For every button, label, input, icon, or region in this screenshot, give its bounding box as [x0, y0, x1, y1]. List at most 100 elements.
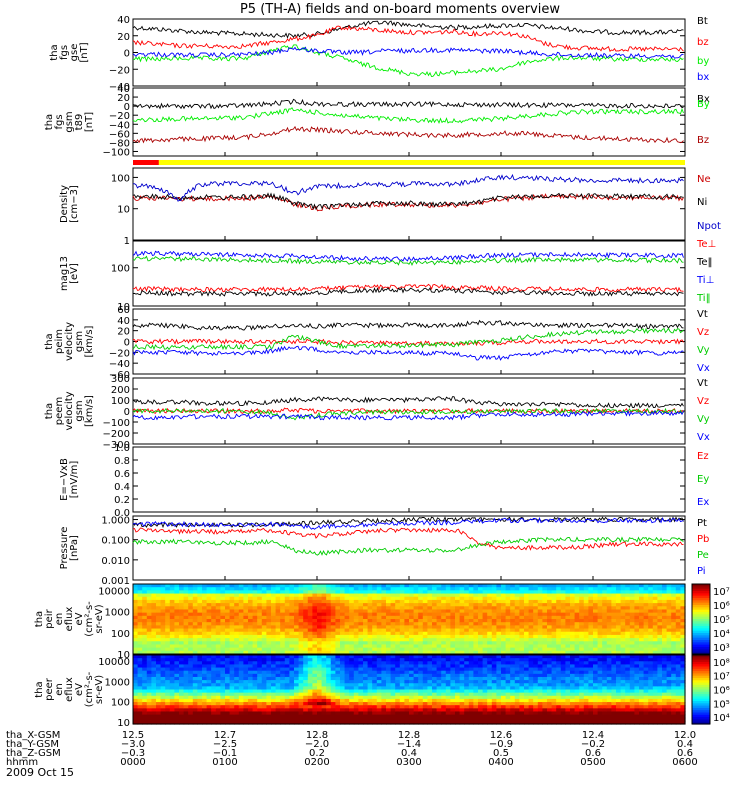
- heatmap-cell: [625, 625, 631, 630]
- heatmap-cell: [294, 689, 300, 694]
- heatmap-cell: [321, 593, 327, 598]
- heatmap-cell: [593, 596, 599, 601]
- heatmap-cell: [225, 615, 231, 620]
- heatmap-cell: [225, 658, 231, 662]
- heatmap-cell: [450, 647, 456, 652]
- heatmap-cell: [266, 658, 272, 662]
- heatmap-cell: [459, 641, 465, 646]
- heatmap-cell: [294, 638, 300, 642]
- heatmap-cell: [395, 599, 401, 604]
- heatmap-cell: [399, 676, 405, 681]
- heatmap-cell: [652, 631, 658, 636]
- heatmap-cell: [183, 628, 189, 633]
- heatmap-cell: [229, 603, 235, 607]
- heatmap-cell: [478, 689, 484, 694]
- heatmap-cell: [257, 708, 263, 713]
- heatmap-cell: [353, 603, 359, 607]
- heatmap-cell: [496, 634, 502, 639]
- colorbar-cell: [692, 605, 710, 608]
- heatmap-cell: [183, 641, 189, 646]
- heatmap-cell: [261, 680, 267, 684]
- heatmap-cell: [519, 664, 525, 669]
- heatmap-cell: [533, 686, 539, 691]
- heatmap-cell: [432, 634, 438, 639]
- heatmap-cell: [537, 622, 543, 626]
- heatmap-cell: [289, 644, 295, 649]
- heatmap-cell: [289, 584, 295, 588]
- heatmap-cell: [289, 705, 295, 709]
- heatmap-cell: [611, 634, 617, 639]
- heatmap-cell: [639, 631, 645, 636]
- heatmap-cell: [321, 650, 327, 655]
- heatmap-cell: [146, 603, 152, 607]
- heatmap-cell: [404, 622, 410, 626]
- heatmap-cell: [533, 717, 539, 722]
- heatmap-cell: [146, 667, 152, 672]
- heatmap-cell: [648, 644, 654, 649]
- heatmap-cell: [537, 650, 543, 655]
- heatmap-cell: [266, 638, 272, 642]
- heatmap-cell: [524, 717, 530, 722]
- y-tick-label: 0: [124, 338, 130, 349]
- heatmap-cell: [473, 667, 479, 672]
- heatmap-cell: [326, 720, 332, 725]
- heatmap-cell: [510, 698, 516, 703]
- heatmap-cell: [179, 606, 185, 611]
- heatmap-cell: [510, 711, 516, 716]
- heatmap-cell: [597, 650, 603, 655]
- heatmap-cell: [386, 680, 392, 684]
- heatmap-cell: [455, 695, 461, 700]
- heatmap-cell: [298, 670, 304, 675]
- heatmap-cell: [482, 638, 488, 642]
- heatmap-cell: [275, 647, 281, 652]
- heatmap-cell: [487, 720, 493, 725]
- heatmap-cell: [505, 689, 511, 694]
- heatmap-cell: [459, 644, 465, 649]
- heatmap-cell: [238, 698, 244, 703]
- heatmap-cell: [680, 628, 686, 633]
- heatmap-cell: [680, 593, 686, 598]
- heatmap-cell: [298, 711, 304, 716]
- heatmap-cell: [487, 615, 493, 620]
- heatmap-cell: [611, 650, 617, 655]
- plot-title: P5 (TH-A) fields and on-board moments ov…: [240, 2, 560, 17]
- heatmap-cell: [671, 596, 677, 601]
- heatmap-cell: [496, 644, 502, 649]
- heatmap-cell: [418, 628, 424, 633]
- heatmap-cell: [363, 711, 369, 716]
- heatmap-cell: [174, 680, 180, 684]
- heatmap-cell: [220, 708, 226, 713]
- heatmap-cell: [413, 622, 419, 626]
- heatmap-cell: [588, 603, 594, 607]
- heatmap-cell: [151, 673, 157, 678]
- heatmap-cell: [307, 619, 313, 623]
- heatmap-cell: [183, 708, 189, 713]
- heatmap-cell: [363, 644, 369, 649]
- heatmap-cell: [344, 683, 350, 687]
- heatmap-cell: [271, 647, 277, 652]
- heatmap-cell: [501, 596, 507, 601]
- heatmap-cell: [418, 596, 424, 601]
- heatmap-cell: [395, 683, 401, 687]
- y-tick-label: 10: [117, 650, 130, 661]
- heatmap-cell: [570, 622, 576, 626]
- heatmap-cell: [602, 628, 608, 633]
- heatmap-cell: [409, 615, 415, 620]
- heatmap-cell: [376, 658, 382, 662]
- heatmap-cell: [404, 698, 410, 703]
- heatmap-cell: [478, 609, 484, 614]
- heatmap-cell: [464, 689, 470, 694]
- heatmap-cell: [303, 658, 309, 662]
- heatmap-cell: [427, 670, 433, 675]
- heatmap-cell: [174, 584, 180, 588]
- heatmap-cell: [133, 606, 139, 611]
- heatmap-cell: [404, 670, 410, 675]
- heatmap-cell: [662, 603, 668, 607]
- heatmap-cell: [473, 638, 479, 642]
- heatmap-cell: [606, 609, 612, 614]
- heatmap-cell: [206, 655, 212, 659]
- heatmap-cell: [271, 590, 277, 595]
- heatmap-cell: [326, 683, 332, 687]
- heatmap-cell: [326, 638, 332, 642]
- heatmap-cell: [588, 587, 594, 591]
